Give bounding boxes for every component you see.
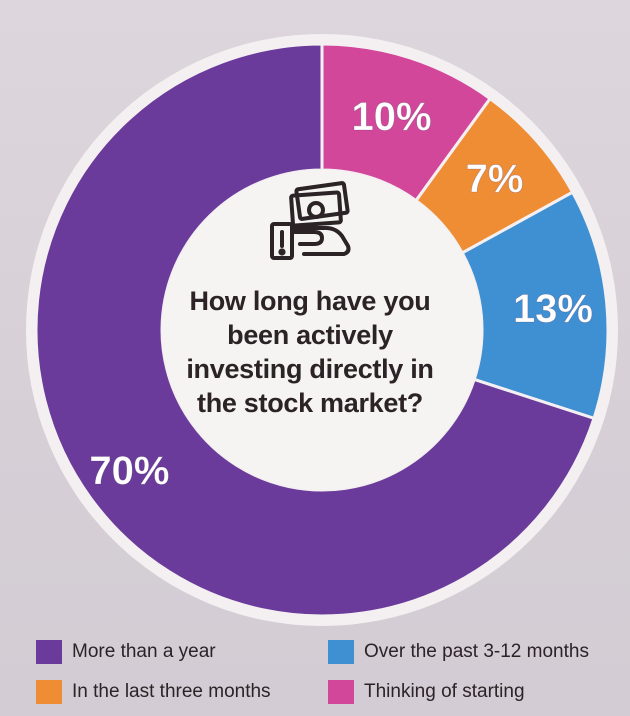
legend-item-last-three-months: In the last three months [36,680,271,704]
legend-item-thinking-of-starting: Thinking of starting [328,680,525,704]
chart-legend: More than a year Over the past 3-12 mont… [0,636,630,716]
chart-question: How long have you been actively investin… [160,284,460,420]
data-label-in-the-last-three-months: 7% [466,157,524,201]
donut-chart: 10% 7% 13% 70% [26,34,618,626]
legend-label: Thinking of starting [364,681,525,702]
question-line-3: investing directly in [186,354,434,384]
legend-item-more-than-a-year: More than a year [36,640,216,664]
legend-item-over-the-past: Over the past 3-12 months [328,640,589,664]
data-label-more-than-a-year: 70% [89,449,169,493]
data-label-thinking-of-starting: 10% [351,95,431,139]
legend-swatch [36,640,62,664]
legend-label: More than a year [72,641,216,662]
legend-swatch [328,680,354,704]
question-line-4: the stock market? [197,388,423,418]
money-hand-icon [270,181,351,260]
legend-label: In the last three months [72,681,271,702]
data-label-over-the-past-3-12-months: 13% [513,287,593,331]
question-line-2: been actively [227,320,393,350]
legend-label: Over the past 3-12 months [364,641,589,662]
question-line-1: How long have you [189,286,431,316]
donut-hole [162,170,482,490]
legend-swatch [36,680,62,704]
legend-swatch [328,640,354,664]
